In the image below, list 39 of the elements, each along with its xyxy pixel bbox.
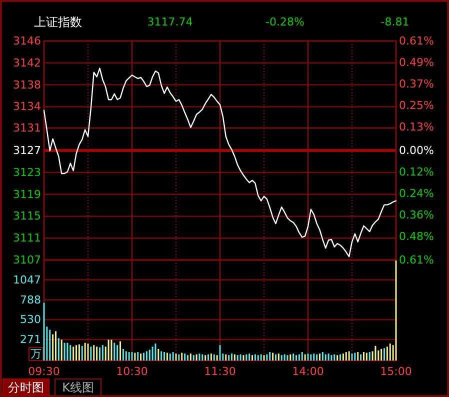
y2-tick-label: 0.48% (399, 230, 434, 244)
x-tick-label: 15:00 (380, 365, 412, 378)
y-tick-label: 3127 (13, 144, 41, 157)
y-tick-label: 3115 (13, 210, 41, 223)
x-tick-label: 14:00 (292, 365, 324, 378)
y-tick-label: 530 (20, 313, 41, 326)
text: 分时图 (8, 380, 44, 394)
y-axis-title: 万 (30, 348, 42, 360)
line-series (43, 68, 397, 258)
y-tick-label: 788 (20, 293, 41, 306)
y-tick-label: 3134 (13, 100, 41, 114)
y2-tick-label: 0.49% (399, 56, 434, 70)
x-tick-label: 11:30 (204, 365, 236, 378)
y2-tick-label: 0.00% (399, 144, 434, 157)
y-tick-label: 3138 (13, 78, 41, 92)
text: 3117.74 (147, 16, 193, 28)
y2-tick-label: 0.61% (399, 254, 434, 266)
y2-tick-label: 0.13% (399, 120, 434, 134)
text: K线图 (62, 380, 94, 394)
y-tick-label: 271 (20, 333, 41, 346)
y-tick-label: 3142 (13, 56, 41, 70)
y-tick-label: 3123 (13, 166, 41, 179)
text: -0.28% (266, 16, 304, 28)
y2-tick-label: 0.12% (399, 166, 434, 179)
y2-tick-label: 0.37% (399, 78, 434, 91)
y2-tick-label: 0.61% (399, 34, 434, 48)
chart-title: 上证指数 (34, 15, 82, 29)
y2-tick-label: 0.25% (399, 99, 434, 112)
y-tick-label: 3119 (13, 188, 41, 201)
text: -8.81 (380, 16, 410, 28)
y2-tick-label: 0.24% (399, 187, 434, 200)
y-tick-label: 3131 (13, 122, 41, 135)
y2-tick-label: 0.36% (399, 208, 434, 222)
y-tick-label: 1047 (13, 273, 41, 286)
y-tick-label: 3146 (13, 34, 41, 48)
x-tick-label: 09:30 (28, 365, 60, 378)
x-tick-label: 10:30 (116, 365, 148, 378)
y-tick-label: 3111 (13, 232, 41, 245)
y-tick-label: 3107 (13, 254, 41, 266)
